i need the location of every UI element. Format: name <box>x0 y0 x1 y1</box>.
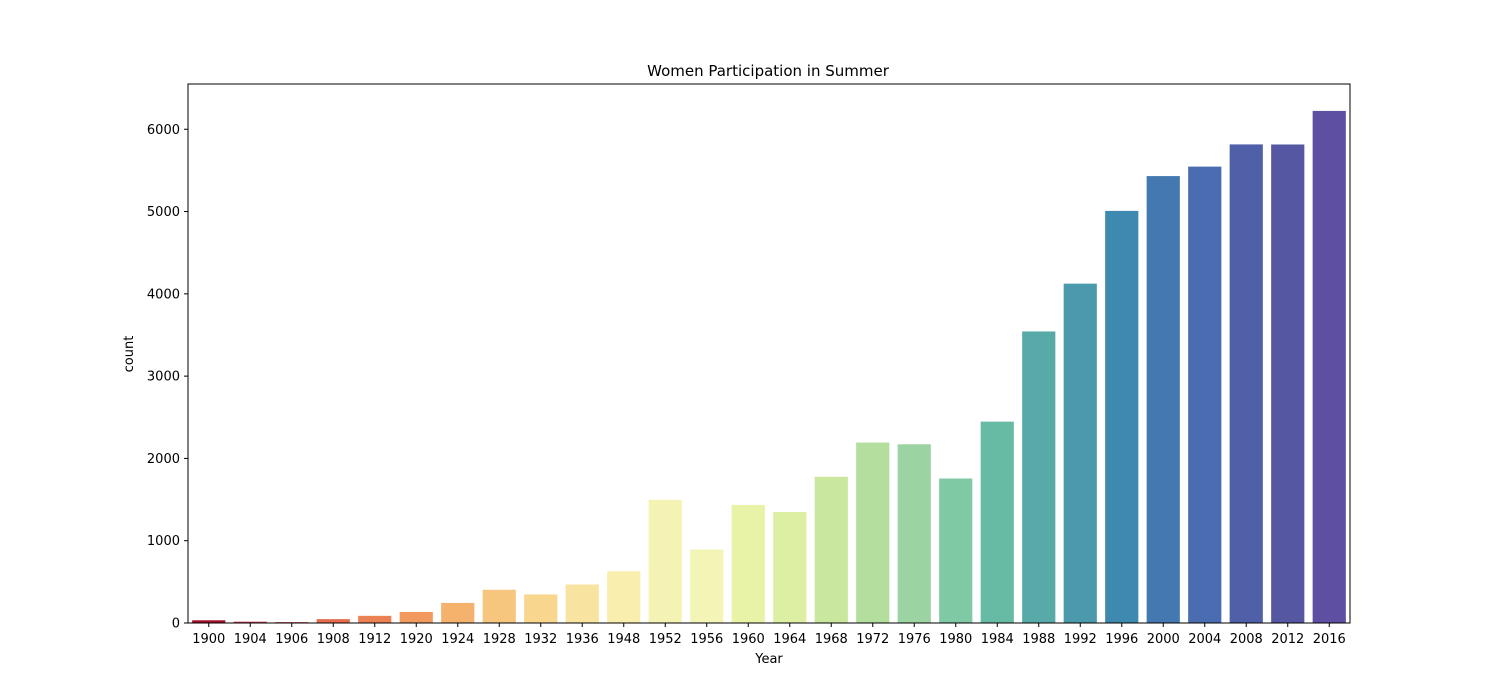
bar-1980 <box>939 478 973 623</box>
bar-2016 <box>1312 110 1346 623</box>
bars-group <box>192 110 1346 624</box>
bar-1972 <box>856 442 890 623</box>
x-tick-label-1936: 1936 <box>566 632 599 647</box>
bar-2000 <box>1146 176 1180 623</box>
x-tick-label-1956: 1956 <box>690 632 723 647</box>
x-tick-label-1988: 1988 <box>1022 632 1055 647</box>
x-tick-label-1920: 1920 <box>400 632 433 647</box>
x-tick-label-1908: 1908 <box>317 632 350 647</box>
x-tick-label-1948: 1948 <box>607 632 640 647</box>
y-tick-label-6000: 6000 <box>147 123 180 138</box>
x-tick-label-1924: 1924 <box>441 632 474 647</box>
bar-1960 <box>731 504 765 623</box>
bar-1996 <box>1105 210 1139 623</box>
bar-1904 <box>233 621 267 623</box>
y-axis: 0 1000 2000 3000 4000 5000 6000 <box>147 123 188 632</box>
bar-1984 <box>980 421 1014 623</box>
x-tick-label-1912: 1912 <box>358 632 391 647</box>
bar-1968 <box>814 476 848 623</box>
y-tick-label-3000: 3000 <box>147 370 180 385</box>
bar-1956 <box>690 549 724 623</box>
x-tick-label-2004: 2004 <box>1188 632 1221 647</box>
x-tick-label-1976: 1976 <box>898 632 931 647</box>
bar-1900 <box>192 620 226 623</box>
bar-1908 <box>316 619 350 623</box>
x-tick-label-1904: 1904 <box>234 632 267 647</box>
bar-2012 <box>1271 144 1305 624</box>
bar-1924 <box>441 602 475 623</box>
x-tick-label-2012: 2012 <box>1271 632 1304 647</box>
x-tick-label-2008: 2008 <box>1230 632 1263 647</box>
y-axis-title: count <box>122 336 137 373</box>
bar-1948 <box>607 571 641 623</box>
bar-1912 <box>358 615 392 623</box>
x-tick-label-1968: 1968 <box>815 632 848 647</box>
x-tick-label-1928: 1928 <box>483 632 516 647</box>
bar-1992 <box>1063 283 1097 623</box>
y-tick-label-4000: 4000 <box>147 287 180 302</box>
x-axis-title: Year <box>754 652 783 667</box>
x-tick-label-2016: 2016 <box>1313 632 1346 647</box>
x-tick-label-2000: 2000 <box>1147 632 1180 647</box>
bar-1928 <box>482 589 516 623</box>
x-tick-label-1964: 1964 <box>773 632 806 647</box>
bar-1964 <box>773 512 807 623</box>
y-tick-label-2000: 2000 <box>147 452 180 467</box>
y-tick-label-5000: 5000 <box>147 205 180 220</box>
x-tick-label-1960: 1960 <box>732 632 765 647</box>
x-tick-label-1972: 1972 <box>856 632 889 647</box>
x-tick-label-1952: 1952 <box>649 632 682 647</box>
x-tick-label-1996: 1996 <box>1105 632 1138 647</box>
x-tick-label-1984: 1984 <box>981 632 1014 647</box>
bar-1976 <box>897 444 931 623</box>
x-tick-label-1992: 1992 <box>1064 632 1097 647</box>
x-tick-label-1932: 1932 <box>524 632 557 647</box>
bar-2004 <box>1188 166 1222 623</box>
x-tick-label-1980: 1980 <box>939 632 972 647</box>
x-axis: 1900 1904 1906 1908 1912 1920 1924 1928 1932 1936… <box>192 623 1346 647</box>
x-tick-label-1906: 1906 <box>275 632 308 647</box>
bar-1936 <box>565 584 599 623</box>
bar-2008 <box>1229 144 1263 623</box>
bar-1952 <box>648 499 682 623</box>
x-tick-label-1900: 1900 <box>192 632 225 647</box>
bar-1988 <box>1022 331 1056 623</box>
chart-title: Women Participation in Summer <box>647 62 890 80</box>
bar-1920 <box>399 611 433 623</box>
y-tick-label-0: 0 <box>172 617 180 632</box>
plot-frame <box>187 83 1351 624</box>
bar-1932 <box>524 594 558 623</box>
y-tick-label-1000: 1000 <box>147 534 180 549</box>
